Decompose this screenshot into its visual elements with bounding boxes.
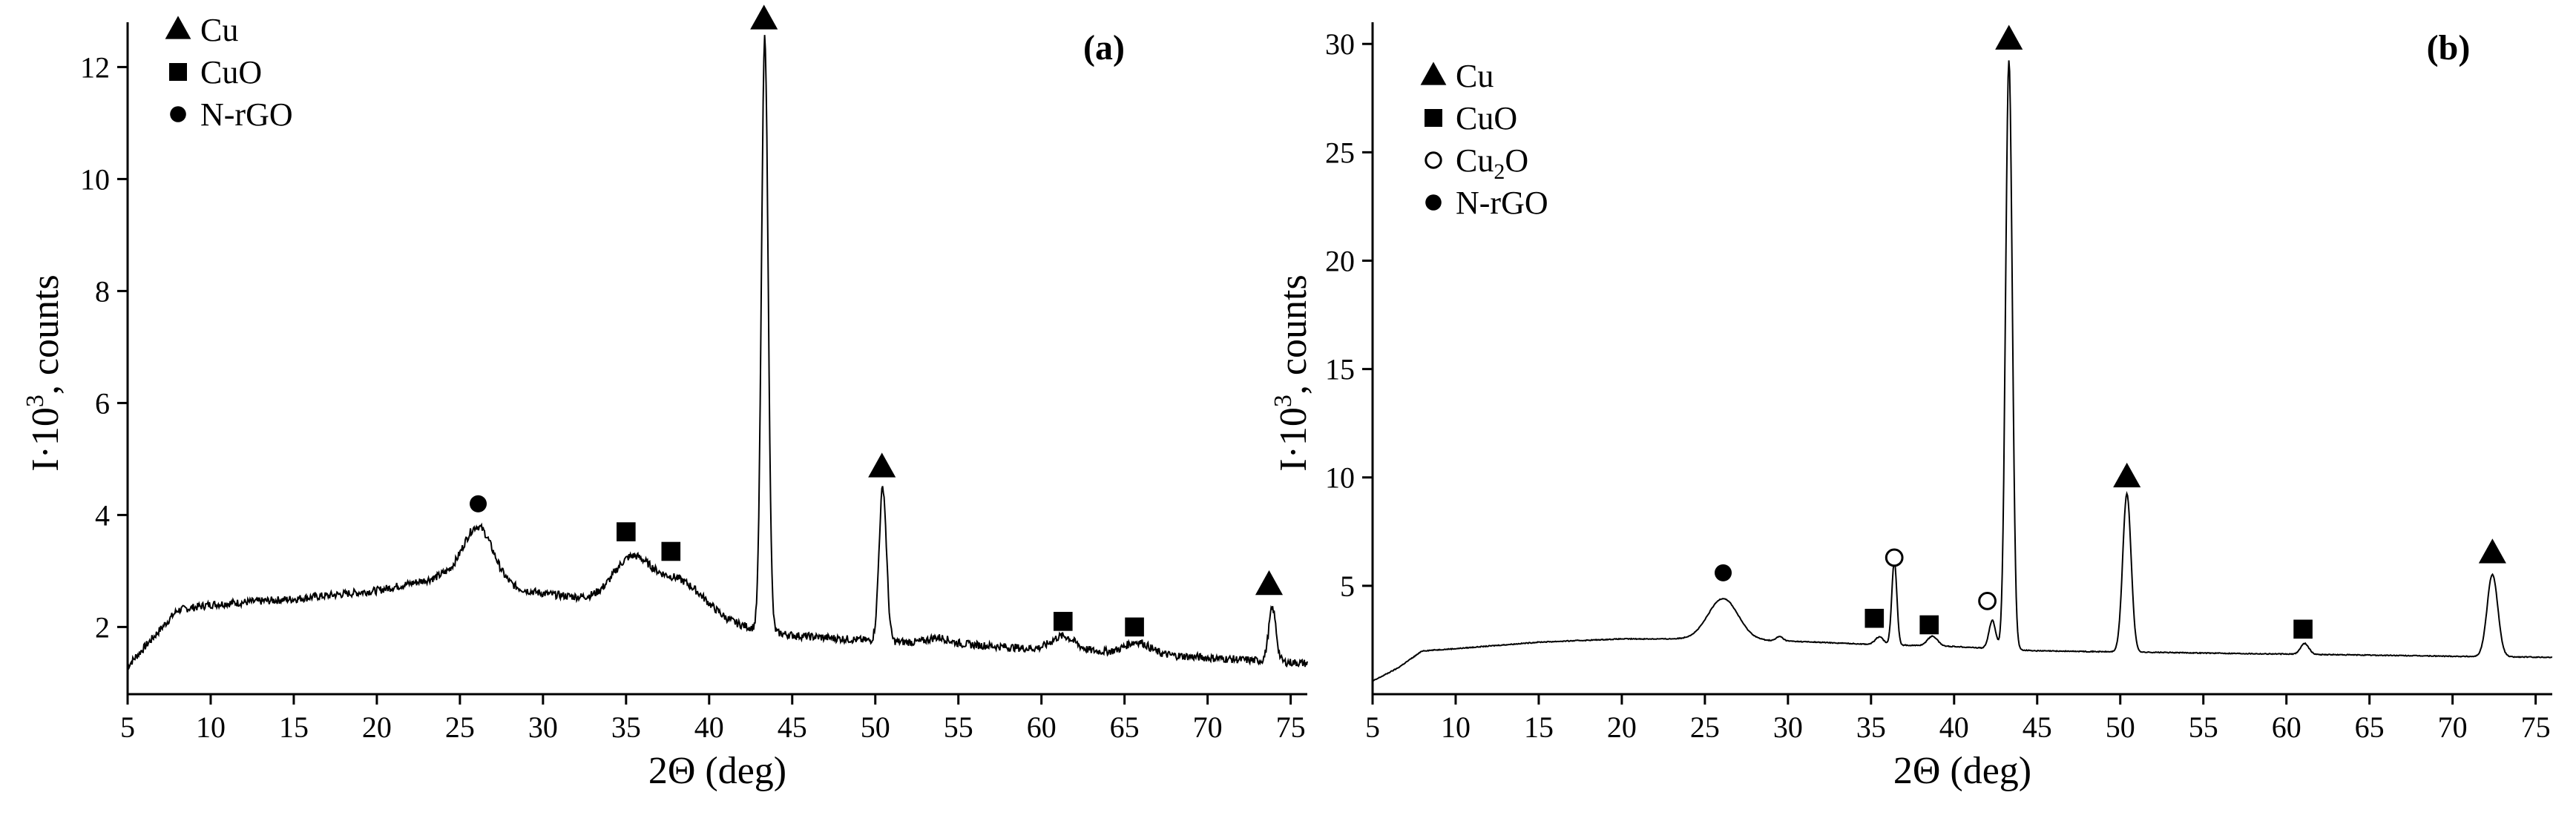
x-tick-label: 65 [1110,710,1140,744]
peak-marker-open-circle [1885,548,1904,567]
peak-marker-square [661,541,681,561]
peak-marker-triangle [2478,538,2506,564]
panel-label: (a) [1083,28,1125,67]
xrd-series-line [127,35,1308,670]
peak-marker-square [1054,612,1073,631]
x-tick-label: 35 [611,710,641,744]
y-tick-label: 20 [1325,244,1355,277]
peak-marker-open-circle [1978,591,1997,610]
x-tick-label: 30 [528,710,558,744]
peak-marker-square [1125,617,1144,637]
y-tick-label: 2 [95,610,110,644]
x-tick-label: 40 [1939,710,1969,744]
y-axis-label: I·103, counts [1269,274,1315,471]
x-tick-label: 20 [1607,710,1637,744]
legend-label: CuO [200,54,262,90]
x-tick-label: 35 [1856,710,1886,744]
legend-triangle-icon [165,16,191,39]
legend-label: Cu2O [1456,142,1528,184]
x-tick-label: 5 [120,710,135,744]
x-tick-label: 30 [1773,710,1803,744]
x-axis-label: 2Θ (deg) [648,750,786,792]
x-tick-label: 75 [1276,710,1306,744]
legend-label: N-rGO [1456,185,1548,221]
peak-marker-square [2293,619,2313,639]
y-tick-label: 12 [80,50,110,84]
x-tick-label: 65 [2355,710,2385,744]
peak-marker-circle [1715,564,1732,581]
peak-marker-triangle [750,4,778,30]
legend-open-circle-icon [1425,151,1442,169]
peak-marker-triangle [868,452,896,478]
y-tick-label: 30 [1325,27,1355,61]
legend-label: Cu [200,12,238,48]
x-tick-label: 25 [1690,710,1720,744]
y-tick-label: 6 [95,386,110,420]
legend-label: Cu [1456,58,1494,94]
x-tick-label: 60 [2272,710,2301,744]
y-tick-label: 8 [95,274,110,308]
x-tick-label: 45 [2023,710,2052,744]
y-tick-label: 4 [95,498,110,532]
y-tick-label: 15 [1325,353,1355,386]
x-tick-label: 45 [778,710,807,744]
x-tick-label: 60 [1027,710,1057,744]
x-tick-label: 10 [196,710,226,744]
peak-marker-square [1919,615,1939,635]
peak-marker-square [1864,608,1885,628]
legend-triangle-icon [1420,62,1447,85]
x-tick-label: 70 [2438,710,2468,744]
x-tick-label: 70 [1193,710,1223,744]
x-tick-label: 15 [1524,710,1554,744]
legend-circle-icon [1425,194,1442,211]
x-tick-label: 50 [861,710,890,744]
panel-b-chart: 5 10 15 20 25 30 35 40 45 50 55 60 65 70 75 5 10 15 20 25 30… [1269,22,2553,792]
y-tick-label: 25 [1325,136,1355,169]
y-tick-label: 5 [1340,570,1355,603]
peak-marker-circle [470,495,487,512]
x-tick-label: 55 [2189,710,2218,744]
panel-label: (b) [2427,28,2471,67]
x-tick-label: 5 [1365,710,1380,744]
legend-label: CuO [1456,100,1517,136]
panel-a-chart: 5 10 15 20 25 30 35 40 45 50 55 60 65 70 75 2 4 6 8 10 12 2Θ … [22,4,1308,792]
x-tick-label: 20 [362,710,392,744]
y-tick-label: 10 [1325,461,1355,495]
x-tick-label: 50 [2106,710,2135,744]
x-tick-label: 25 [445,710,475,744]
legend-circle-icon [170,106,186,122]
x-axis-label: 2Θ (deg) [1893,750,2031,792]
peak-marker-triangle [1255,570,1284,596]
x-tick-label: 15 [279,710,309,744]
x-tick-label: 10 [1441,710,1471,744]
x-tick-label: 55 [944,710,973,744]
y-tick-label: 10 [80,162,110,196]
y-axis-label: I·103, counts [22,274,67,471]
peak-marker-triangle [2113,462,2141,488]
peak-marker-square [617,522,636,541]
x-tick-label: 75 [2521,710,2551,744]
peak-marker-triangle [1995,24,2023,50]
legend-label: N-rGO [200,96,293,133]
legend-square-icon [1425,109,1442,127]
legend-square-icon [169,63,187,81]
x-tick-label: 40 [694,710,724,744]
xrd-series-line [1372,60,2553,682]
